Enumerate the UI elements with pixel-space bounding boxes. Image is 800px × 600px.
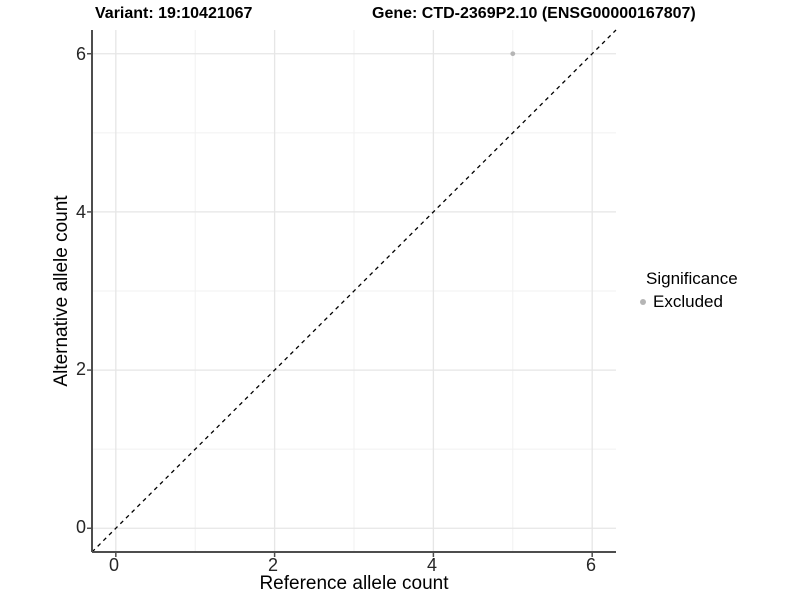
legend-key [634, 294, 651, 311]
legend: Significance Excluded [634, 269, 738, 312]
plot-panel-svg [87, 29, 617, 557]
y-tick-2: 2 [75, 359, 86, 380]
legend-item-label: Excluded [653, 292, 723, 311]
y-tick-6: 6 [75, 44, 86, 65]
gene-title: Gene: CTD-2369P2.10 (ENSG00000167807) [372, 5, 696, 22]
identity-dashed-line [91, 29, 617, 553]
x-tick-2: 2 [267, 555, 279, 575]
excluded-dot-icon [639, 299, 646, 305]
x-tick-0: 0 [108, 555, 120, 575]
x-tick-6: 6 [585, 555, 597, 575]
variant-title: Variant: 19:10421067 [95, 5, 253, 22]
legend-item-excluded: Excluded [634, 292, 738, 312]
x-axis-title: Reference allele count [259, 573, 449, 594]
data-point [510, 51, 516, 57]
y-tick-4: 4 [75, 202, 86, 223]
legend-title: Significance [646, 269, 738, 288]
y-tick-0: 0 [75, 517, 86, 538]
x-tick-4: 4 [426, 555, 438, 575]
y-axis-title: Alternative allele count [51, 195, 72, 387]
